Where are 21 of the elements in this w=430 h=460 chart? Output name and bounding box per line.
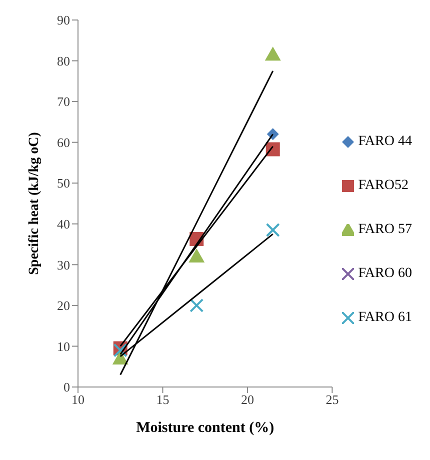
x-tick-label: 15 [156,392,170,408]
y-tick-label: 20 [57,298,70,314]
legend-label: FARO52 [358,178,408,194]
legend-label: FARO 57 [358,222,412,238]
y-tick-label: 10 [57,338,70,354]
y-tick-label: 30 [57,257,70,272]
y-tick-label: 0 [64,380,70,395]
y-tick-label: 80 [57,53,70,68]
y-tick-label: 90 [57,12,70,28]
y-tick-label: 40 [57,216,70,232]
x-axis-title: Moisture content (%) [136,420,274,436]
legend-label: FARO 60 [358,266,412,282]
x-tick-label: 20 [240,392,254,408]
x-tick-label: 25 [326,392,339,408]
y-axis-title: Specific heat (kJ/kg oC) [26,132,42,275]
y-tick-label: 50 [57,176,70,191]
y-tick-label: 70 [57,94,70,110]
legend-label: FARO 44 [358,134,412,150]
legend-label: FARO 61 [358,310,412,326]
y-tick-label: 60 [57,134,70,150]
x-tick-label: 10 [72,392,84,408]
